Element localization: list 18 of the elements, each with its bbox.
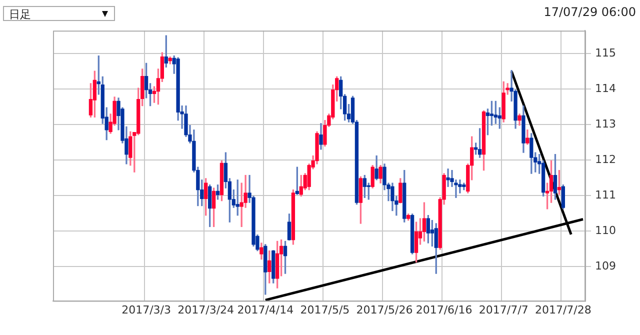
x-tick-label: 2017/7/7 xyxy=(478,303,528,316)
x-tick-label: 2017/4/14 xyxy=(237,303,294,316)
x-tick-label: 2017/6/16 xyxy=(416,303,472,316)
text: 日足 xyxy=(9,8,31,21)
y-tick-label: 113 xyxy=(595,117,616,130)
x-tick-label: 2017/3/3 xyxy=(122,303,171,316)
y-tick-label: 109 xyxy=(595,259,616,272)
y-tick-label: 110 xyxy=(595,224,616,237)
y-tick-label: 115 xyxy=(595,46,616,60)
candlestick xyxy=(446,168,450,187)
text: 17/07/29 06:00 xyxy=(544,5,636,19)
y-tick-label: 112 xyxy=(595,152,616,166)
x-tick-label: 2017/5/26 xyxy=(356,303,413,316)
x-tick-label: 2017/7/28 xyxy=(534,303,592,316)
y-tick-label: 111 xyxy=(595,188,616,202)
x-tick-label: 2017/3/24 xyxy=(178,303,234,316)
x-tick-label: 2017/5/5 xyxy=(300,303,350,316)
y-tick-label: 114 xyxy=(595,82,616,95)
